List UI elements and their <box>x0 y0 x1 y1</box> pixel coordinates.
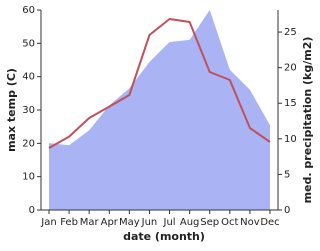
precipitation-area <box>49 10 270 210</box>
x-tick-label: Nov <box>240 217 260 228</box>
x-tick-label: Apr <box>101 217 119 228</box>
x-axis-label: date (month) <box>123 230 205 243</box>
y-tick-label: 30 <box>22 105 35 116</box>
y2-tick-label: 15 <box>284 98 297 109</box>
y2-tick-label: 10 <box>284 134 297 145</box>
chart: date (month) max temp (C) med. precipita… <box>5 5 314 243</box>
y-axis-label: max temp (C) <box>5 68 18 152</box>
x-tick-label: Jan <box>40 217 56 228</box>
y2-axis-label: med. precipitation (kg/m2) <box>301 37 314 204</box>
x-tick-label: Feb <box>60 217 78 228</box>
y-tick-label: 0 <box>29 205 35 216</box>
temp-line <box>48 18 271 149</box>
y-tick-label: 10 <box>22 172 35 183</box>
x-tick-label: Oct <box>221 217 238 228</box>
y2-tick-label: 0 <box>284 205 290 216</box>
y-tick-label: 50 <box>22 38 35 49</box>
y-tick-label: 60 <box>22 5 35 16</box>
y2-tick-label: 25 <box>284 27 297 38</box>
x-tick-label: Sep <box>200 217 219 228</box>
y2-tick-label: 5 <box>284 169 290 180</box>
x-tick-label: Jun <box>141 217 158 228</box>
x-tick-label: Jul <box>163 217 176 228</box>
y-tick-label: 20 <box>22 138 35 149</box>
x-tick-label: May <box>119 217 140 228</box>
x-tick-label: Dec <box>260 217 279 228</box>
x-tick-label: Mar <box>80 217 100 228</box>
y-tick-label: 40 <box>22 72 35 83</box>
y2-tick-label: 20 <box>284 63 297 74</box>
x-tick-label: Aug <box>180 217 200 228</box>
